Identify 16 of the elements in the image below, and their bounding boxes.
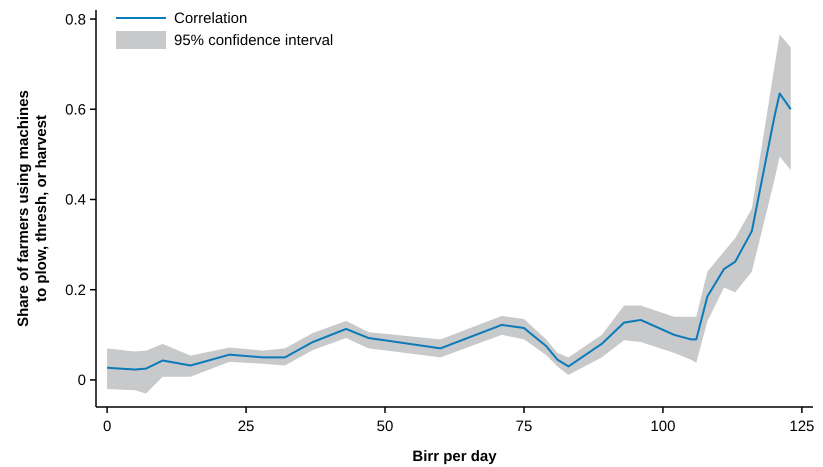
line-series bbox=[106, 92, 792, 371]
y-tick-label: 0.8 bbox=[65, 11, 86, 28]
y-tick-label: 0.4 bbox=[65, 192, 86, 209]
y-tick-label: 0.6 bbox=[65, 102, 86, 118]
legend-label: Correlation bbox=[174, 10, 248, 27]
x-tick-label: 0 bbox=[102, 418, 112, 435]
y-axis-title: Share of farmers using machines to plow, thresh, or harvest bbox=[15, 90, 50, 327]
x-tick-label: 50 bbox=[376, 418, 394, 435]
x-tick-label: 100 bbox=[650, 418, 676, 435]
x-tick-label: 25 bbox=[238, 418, 254, 435]
y-tick-label: 0 bbox=[78, 372, 86, 390]
annotation: 95% confidence interval bbox=[174, 32, 334, 49]
y-tick-label: 0.2 bbox=[65, 282, 86, 299]
x-tick-label: 75 bbox=[516, 418, 532, 435]
x-tick-label: 125 bbox=[789, 418, 814, 435]
x-axis-title: Birr per day bbox=[412, 448, 498, 465]
